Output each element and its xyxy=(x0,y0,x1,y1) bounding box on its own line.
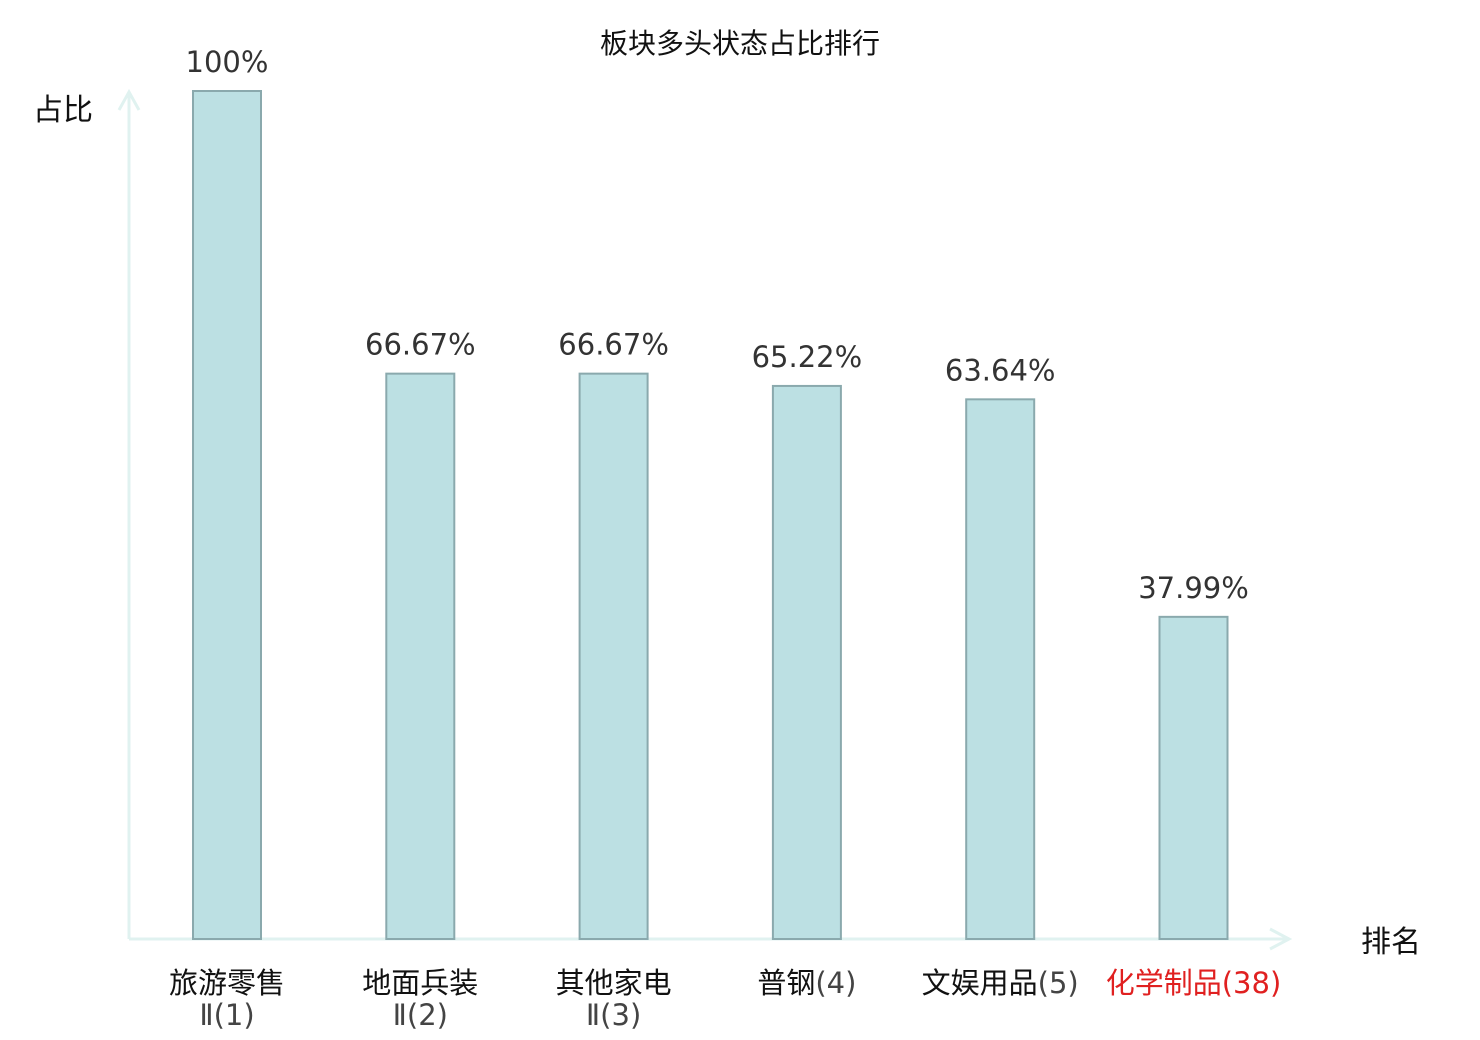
bar-value-label: 66.67% xyxy=(365,328,476,362)
category-label: 旅游零售 xyxy=(169,966,285,1000)
chart-title: 板块多头状态占比排行 xyxy=(600,27,880,60)
bar-6 xyxy=(1158,615,1229,940)
y-axis xyxy=(117,88,141,939)
category-label: 地面兵装 xyxy=(362,966,478,1000)
category-name: 普钢 xyxy=(757,966,815,1000)
bar-3 xyxy=(578,372,649,940)
bar-value-label: 100% xyxy=(186,45,269,79)
x-axis-label: 排名 xyxy=(1361,925,1421,960)
bar-value-label: 65.22% xyxy=(752,340,863,374)
category-rank: (4) xyxy=(815,966,856,1000)
bar-value-label: 66.67% xyxy=(558,328,669,362)
y-axis-label: 占比 xyxy=(33,93,93,128)
bar-4 xyxy=(771,384,842,940)
category-rank-label: Ⅱ(3) xyxy=(586,998,641,1032)
bar-1 xyxy=(192,90,262,940)
category-name: 文娱用品 xyxy=(922,966,1038,1000)
x-axis xyxy=(129,927,1293,951)
bar-value-label: 63.64% xyxy=(945,353,1056,387)
bar-5 xyxy=(965,398,1036,940)
category-label: 其他家电 xyxy=(556,966,672,1000)
category-label: 化学制品(38) xyxy=(1106,966,1282,1000)
category-label: 文娱用品(5) xyxy=(922,966,1079,1000)
category-rank-label: Ⅱ(2) xyxy=(393,998,448,1032)
category-name: 化学制品 xyxy=(1106,966,1222,1000)
category-rank-label: Ⅱ(1) xyxy=(199,998,254,1032)
bar-2 xyxy=(385,372,456,940)
category-label: 普钢(4) xyxy=(757,966,856,1000)
bar-value-label: 37.99% xyxy=(1138,571,1249,605)
category-rank: (5) xyxy=(1038,966,1079,1000)
category-rank: (38) xyxy=(1222,966,1282,1000)
